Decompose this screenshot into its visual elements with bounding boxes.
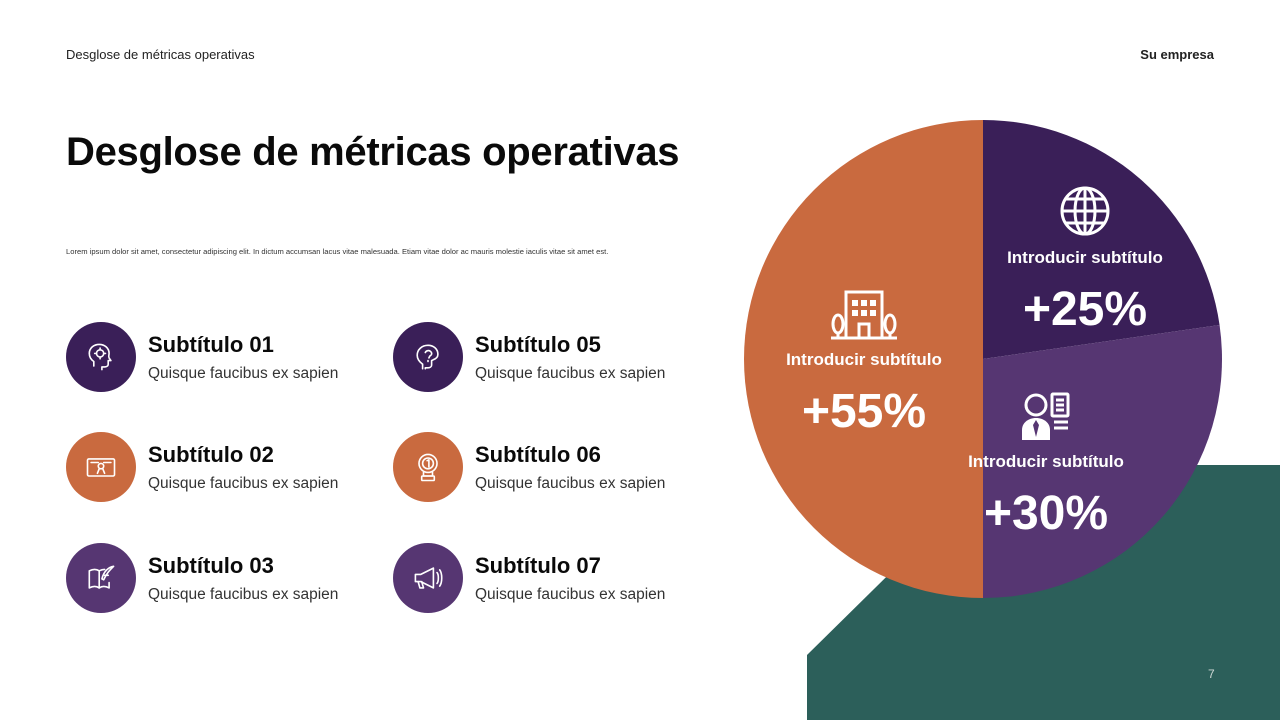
slice-label-building: Introducir subtítulo +55% <box>764 288 964 439</box>
item-text: Quisque faucibus ex sapien <box>148 365 339 382</box>
item-text: Quisque faucibus ex sapien <box>475 475 666 492</box>
item-title: Subtítulo 01 <box>148 332 274 357</box>
item-title: Subtítulo 06 <box>475 442 601 467</box>
header-left-text: Desglose de métricas operativas <box>66 47 255 62</box>
list-item: Subtítulo 03 Quisque faucibus ex sapien <box>66 543 366 613</box>
slice-value: +55% <box>801 385 927 438</box>
medal-trophy-icon <box>393 432 463 502</box>
item-text: Quisque faucibus ex sapien <box>475 365 666 382</box>
company-name: Su empresa <box>1140 47 1214 62</box>
list-item: Subtítulo 02 Quisque faucibus ex sapien <box>66 432 366 502</box>
pie-chart <box>744 120 1222 598</box>
profile-card-icon <box>1022 392 1070 440</box>
slice-subtitle: Introducir subtítulo <box>786 350 942 369</box>
list-item: Subtítulo 07 Quisque faucibus ex sapien <box>393 543 693 613</box>
certificate-icon <box>66 432 136 502</box>
item-text: Quisque faucibus ex sapien <box>148 475 339 492</box>
slice-label-globe: Introducir subtítulo +25% <box>985 184 1185 337</box>
building-icon <box>831 290 897 340</box>
item-title: Subtítulo 02 <box>148 442 274 467</box>
head-gear-icon <box>66 322 136 392</box>
pie-slice-3 <box>744 120 983 598</box>
item-title: Subtítulo 05 <box>475 332 601 357</box>
slice-value: +30% <box>983 487 1109 540</box>
item-text: Quisque faucibus ex sapien <box>475 586 666 603</box>
item-title: Subtítulo 07 <box>475 553 601 578</box>
megaphone-icon <box>393 543 463 613</box>
page-number: 7 <box>1208 667 1215 681</box>
slice-subtitle: Introducir subtítulo <box>968 452 1124 471</box>
book-quill-icon <box>66 543 136 613</box>
slice-subtitle: Introducir subtítulo <box>1007 248 1163 267</box>
page-title: Desglose de métricas operativas <box>66 130 680 174</box>
list-item: Subtítulo 06 Quisque faucibus ex sapien <box>393 432 693 502</box>
pie-slice-2 <box>983 324 1222 598</box>
list-item: Subtítulo 01 Quisque faucibus ex sapien <box>66 322 366 392</box>
globe-icon <box>1060 186 1110 236</box>
body-text: Lorem ipsum dolor sit amet, consectetur … <box>66 247 609 256</box>
idea-head-icon <box>393 322 463 392</box>
list-item: Subtítulo 05 Quisque faucibus ex sapien <box>393 322 693 392</box>
pie-slice-1 <box>983 120 1220 359</box>
item-title: Subtítulo 03 <box>148 553 274 578</box>
item-text: Quisque faucibus ex sapien <box>148 586 339 603</box>
slice-label-profile: Introducir subtítulo +30% <box>946 390 1146 541</box>
slice-value: +25% <box>1022 283 1148 336</box>
